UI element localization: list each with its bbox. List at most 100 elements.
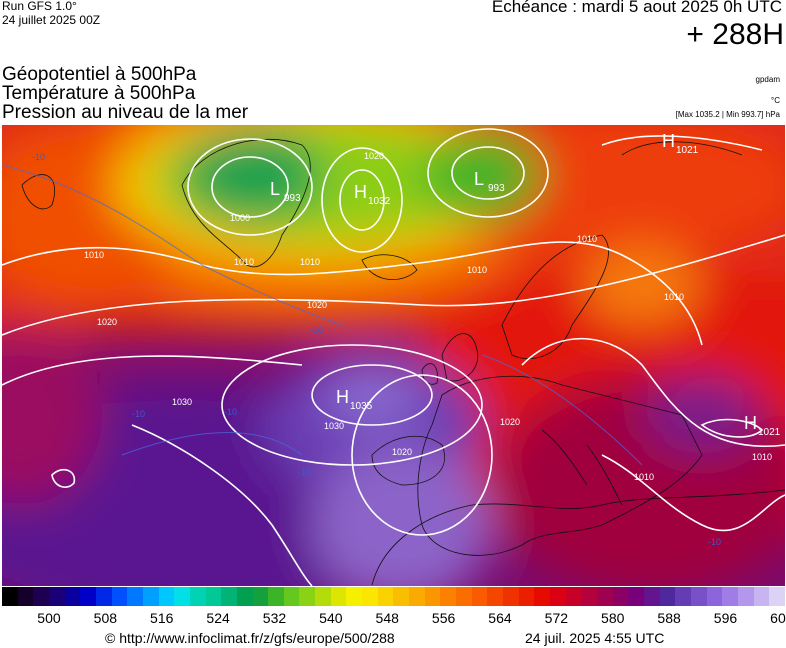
isotherm-label: -10 [132, 409, 145, 419]
pressure-center-value-3: 993 [488, 183, 505, 194]
isobar-label: 1010 [752, 452, 772, 462]
colorbar-swatch [377, 587, 394, 606]
coastlines [21, 138, 785, 586]
colorbar-swatch [33, 587, 49, 606]
isobar-label: 1020 [307, 300, 327, 310]
pressure-center-type-1: L [270, 179, 280, 199]
isotherm-label: -10 [298, 467, 311, 477]
colorbar-label: 540 [319, 610, 343, 626]
colorbar-swatch [534, 587, 550, 606]
pressure-center-type-4: H [662, 131, 675, 151]
colorbar-label: 524 [206, 610, 230, 626]
pressure-center-value-6: 1021 [758, 427, 781, 438]
unit-geopotential: gpdam [755, 75, 780, 84]
colorbar-swatch [189, 587, 206, 606]
colorbar-swatch [581, 587, 597, 606]
colorbar-label: 500 [37, 610, 61, 626]
pressure-center-type-6: H [744, 413, 757, 433]
pressure-center-value-4: 1021 [676, 145, 699, 156]
colorbar-label: 580 [601, 610, 625, 626]
colorbar-swatch [753, 587, 770, 606]
isobar-label: 1020 [500, 417, 520, 427]
colorbar-swatch [330, 587, 347, 606]
footer-url: © http://www.infoclimat.fr/z/gfs/europe/… [105, 630, 395, 646]
colorbar-swatch [690, 587, 707, 606]
isobar-label: 1010 [577, 234, 597, 244]
colorbar-swatch [471, 587, 488, 606]
isotherms [2, 164, 643, 466]
colorbar-label: 588 [657, 610, 681, 626]
colorbar-swatch [737, 587, 754, 606]
weather-map-svg: L 993 H 1032 L 993 H 1021 H 1035 H 1021 … [2, 125, 785, 586]
colorbar-swatch [503, 587, 519, 606]
isobar-label: 1020 [392, 447, 412, 457]
isobar-label: 1020 [364, 151, 384, 161]
colorbar-swatch [95, 587, 112, 606]
colorbar-label: 596 [713, 610, 738, 626]
colorbar-swatch [315, 587, 331, 606]
colorbar-swatch [612, 587, 629, 606]
colorbar-swatch [174, 587, 190, 606]
colorbar-swatch [2, 587, 18, 606]
parameter-pressure: Pression au niveau de la mer [2, 102, 249, 123]
colorbar-label: 604 [770, 610, 786, 626]
colorbar-swatch [142, 587, 159, 606]
colorbar-swatch [127, 587, 143, 606]
isobar-label: 1030 [324, 421, 344, 431]
colorbar-swatch [252, 587, 269, 606]
colorbar-label: 548 [375, 610, 399, 626]
isotherm-label: -10 [310, 325, 323, 335]
colorbar-swatch [456, 587, 472, 606]
footer-timestamp: 24 juil. 2025 4:55 UTC [525, 630, 665, 646]
run-date: 24 juillet 2025 00Z [2, 13, 101, 27]
isobar-label: 1010 [84, 250, 104, 260]
colorbar-swatch [299, 587, 316, 606]
colorbar-swatch [221, 587, 237, 606]
colorbar-swatch [440, 587, 457, 606]
weather-map: L 993 H 1032 L 993 H 1021 H 1035 H 1021 … [2, 125, 785, 586]
colorbar-label: 516 [150, 610, 174, 626]
colorbar-swatch [111, 587, 128, 606]
isobar-label: 1020 [97, 317, 117, 327]
isotherm-label: -10 [32, 152, 45, 162]
isobar-label: 1010 [467, 265, 487, 275]
isobar-label: 1030 [172, 397, 192, 407]
colorbar-swatch [518, 587, 535, 606]
colorbar-swatch [409, 587, 425, 606]
colorbar-swatch [17, 587, 34, 606]
isobar-label: 1010 [634, 472, 654, 482]
isotherm-label: -10 [224, 407, 237, 417]
colorbar-swatch [706, 587, 723, 606]
colorbar-swatch [643, 587, 660, 606]
isobar-label: 1010 [664, 292, 684, 302]
parameter-geopotential: Géopotentiel à 500hPa [2, 64, 197, 85]
colorbar-swatch [393, 587, 410, 606]
colorbar-swatch [346, 587, 363, 606]
colorbar-swatch [48, 587, 65, 606]
colorbar-swatch [424, 587, 441, 606]
run-label: Run GFS 1.0° [2, 0, 77, 13]
pressure-centers: L 993 H 1032 L 993 H 1021 H 1035 H 1021 [270, 131, 781, 438]
colorbar-swatch [80, 587, 96, 606]
colorbar-swatch [769, 587, 785, 606]
pressure-center-value-1: 993 [284, 193, 301, 204]
colorbar-swatch [487, 587, 503, 606]
isobar-labels: 1010 1020 1030 1010 1010 1010 1020 1030 … [84, 151, 772, 482]
unit-pressure-range: [Max 1035.2 | Min 993.7] hPa [675, 110, 780, 119]
pressure-center-type-2: H [354, 182, 367, 202]
colorbar-label: 572 [544, 610, 569, 626]
colorbar-swatch [268, 587, 284, 606]
colorbar-swatch [596, 587, 613, 606]
colorbar [2, 587, 785, 606]
colorbar-label: 564 [488, 610, 512, 626]
isobar-label: 1000 [230, 213, 250, 223]
colorbar-swatch [205, 587, 222, 606]
colorbar-swatch [362, 587, 378, 606]
isobar-label: 1010 [234, 257, 254, 267]
forecast-hour: + 288H [686, 18, 784, 51]
isobars [2, 128, 785, 586]
colorbar-swatch [283, 587, 300, 606]
unit-temperature: °C [771, 96, 780, 105]
colorbar-swatch [675, 587, 691, 606]
isotherm-label: -10 [708, 537, 721, 547]
